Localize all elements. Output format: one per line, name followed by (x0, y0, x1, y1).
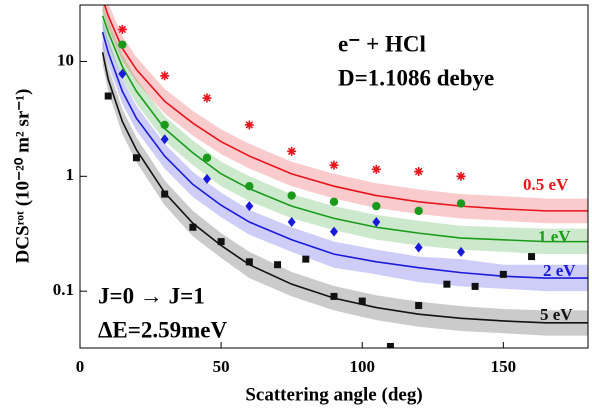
data-point (160, 71, 170, 81)
x-tick-label: 100 (349, 357, 375, 376)
series-label: 5 eV (540, 305, 573, 324)
data-point (217, 238, 225, 246)
theory-curve (101, 31, 588, 279)
annotation: J=0 → J=1 (98, 283, 205, 308)
series-label: 0.5 eV (523, 175, 569, 194)
annotation: ΔE=2.59meV (98, 317, 227, 342)
data-point (358, 297, 366, 305)
theory-curve (101, 15, 588, 243)
data-point (456, 171, 466, 181)
theory-curve (103, 5, 588, 212)
data-point (371, 164, 381, 174)
x-tick-label: 50 (213, 357, 230, 376)
data-point (302, 255, 310, 263)
data-point (414, 167, 424, 177)
data-point (414, 206, 423, 216)
x-tick-label: 0 (76, 357, 85, 376)
data-point (528, 253, 536, 261)
data-point (118, 68, 127, 79)
x-tick-label: 150 (491, 357, 517, 376)
y-tick-label: 10 (57, 50, 74, 69)
uncertainty-band (102, 5, 588, 255)
data-point (117, 24, 127, 34)
data-point (499, 270, 507, 278)
data-point (202, 93, 212, 103)
data-point (245, 181, 254, 191)
annotation: D=1.1086 debye (338, 65, 494, 90)
data-point (118, 40, 127, 49)
y-axis-label: DCSʳᵒᵗ (10⁻²⁰ m² sr⁻¹) (12, 89, 33, 264)
data-point (161, 190, 169, 198)
theory-curve (101, 52, 588, 324)
data-point (372, 217, 381, 228)
data-point (132, 154, 140, 162)
uncertainty-band (102, 5, 588, 224)
data-point (203, 173, 211, 184)
x-axis-label: Scattering angle (deg) (245, 384, 422, 405)
data-point (160, 120, 169, 130)
data-point (330, 226, 338, 237)
data-point (330, 292, 338, 300)
data-point (274, 261, 282, 269)
data-point (471, 282, 479, 290)
data-point (329, 160, 339, 170)
series-label: 2 eV (543, 261, 576, 280)
data-point (202, 153, 212, 162)
data-point (245, 201, 254, 212)
data-point (245, 258, 253, 266)
data-point (329, 197, 339, 206)
data-point (189, 223, 197, 231)
data-point (104, 92, 112, 100)
data-point (456, 199, 466, 208)
data-point (443, 280, 451, 288)
data-point (386, 342, 394, 348)
data-point (287, 146, 297, 156)
annotation: e⁻ + HCl (338, 31, 426, 56)
y-tick-label: 0.1 (53, 280, 74, 299)
y-tick-label: 1 (66, 165, 75, 184)
data-point (372, 201, 381, 211)
data-point (457, 246, 465, 257)
data-point (160, 134, 169, 145)
data-point (415, 302, 423, 310)
data-point (287, 191, 296, 200)
data-point (414, 242, 423, 253)
plot-area (101, 5, 588, 348)
series-label: 1 eV (538, 227, 571, 246)
data-point (287, 217, 296, 228)
data-point (244, 120, 254, 130)
